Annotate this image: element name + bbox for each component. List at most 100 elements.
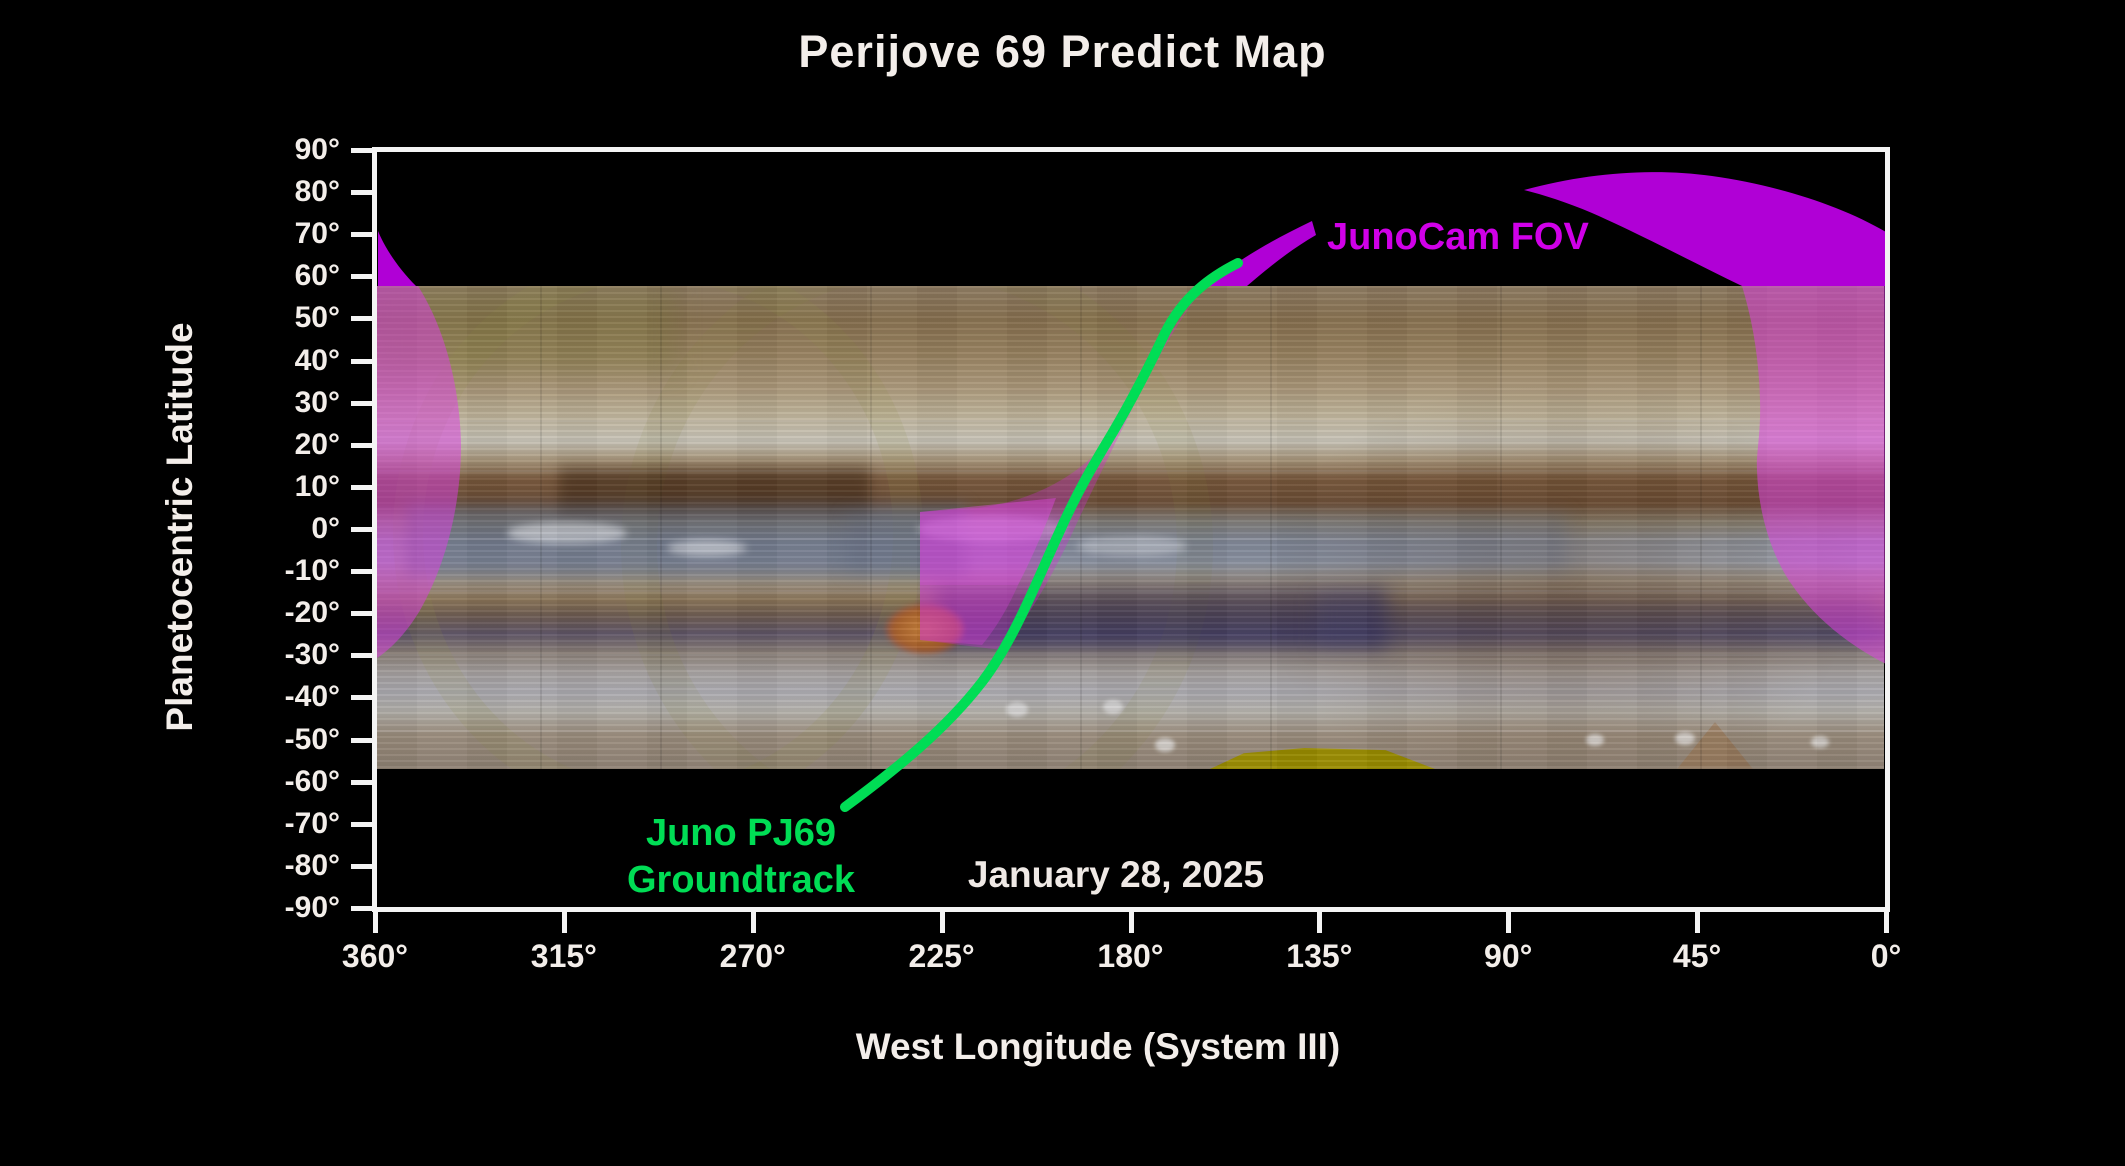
- x-tick: [1695, 908, 1701, 933]
- mosaic-seam: [1500, 286, 1502, 769]
- mosaic-seam: [377, 590, 1884, 592]
- white-oval: [1103, 700, 1123, 714]
- old-footprint-ring: [621, 286, 1213, 769]
- map-tan-patch: [1677, 722, 1753, 769]
- fov-west-sky: [378, 231, 416, 286]
- y-tick: [351, 274, 375, 280]
- y-tick: [351, 442, 375, 448]
- y-tick: [351, 569, 375, 575]
- y-tick-label: -50°: [284, 722, 340, 756]
- x-tick-label: 135°: [1286, 938, 1353, 974]
- x-tick-label: 90°: [1484, 938, 1533, 974]
- white-oval: [1586, 734, 1604, 746]
- x-tick: [561, 908, 567, 933]
- y-tick-label: -80°: [284, 848, 340, 882]
- y-tick-label: 80°: [294, 175, 340, 209]
- cloud-swirl: [667, 540, 747, 556]
- y-tick-label: -20°: [284, 596, 340, 630]
- y-tick: [351, 316, 375, 322]
- cloud-swirl: [507, 522, 627, 544]
- y-tick: [351, 400, 375, 406]
- y-tick: [351, 821, 375, 827]
- mosaic-seam: [870, 286, 872, 769]
- mosaic-seam: [540, 286, 542, 769]
- y-tick-label: 90°: [294, 133, 340, 166]
- y-tick-label: -10°: [284, 554, 340, 588]
- y-tick-label: 40°: [294, 343, 340, 377]
- x-tick: [1317, 908, 1323, 933]
- x-tick: [373, 908, 378, 933]
- south-equatorial-belt: [937, 586, 1387, 650]
- mosaic-seam: [1270, 286, 1272, 769]
- jupiter-map: [377, 286, 1884, 769]
- y-tick-label: -70°: [284, 806, 340, 840]
- y-tick-label: 20°: [294, 427, 340, 461]
- north-equatorial-belt: [560, 468, 870, 514]
- fov-track-crescent: [1205, 221, 1316, 286]
- cloud-swirl: [917, 516, 1067, 542]
- mosaic-seam: [1700, 286, 1702, 769]
- mosaic-seam: [660, 286, 662, 769]
- great-red-spot: [886, 604, 964, 654]
- mosaic-seam: [377, 420, 1884, 422]
- x-tick-label: 315°: [530, 938, 597, 974]
- equatorial-band: [847, 514, 1567, 572]
- y-tick: [351, 527, 375, 532]
- equatorial-band: [407, 504, 967, 576]
- cloud-swirl: [1077, 536, 1187, 556]
- x-tick-label: 360°: [341, 938, 409, 974]
- groundtrack-label: Juno PJ69 Groundtrack: [560, 810, 922, 904]
- white-oval: [1675, 732, 1695, 745]
- y-tick: [351, 190, 375, 196]
- x-tick: [750, 908, 756, 933]
- groundtrack-label-line1: Juno PJ69: [645, 812, 837, 854]
- mosaic-seam: [377, 654, 1884, 656]
- y-tick-label: 30°: [294, 385, 340, 419]
- x-tick: [1884, 908, 1889, 933]
- map-dark-region: [1257, 376, 1857, 769]
- white-oval: [1811, 736, 1829, 748]
- y-tick: [351, 148, 375, 153]
- mosaic-seam: [377, 730, 1884, 732]
- y-tick-label: 10°: [294, 469, 340, 503]
- white-oval: [1006, 702, 1028, 717]
- map-olive-tint: [377, 286, 677, 372]
- y-tick-label: 60°: [294, 259, 340, 293]
- y-tick: [351, 484, 375, 490]
- y-tick-label: 70°: [294, 217, 340, 251]
- x-tick: [1128, 908, 1134, 933]
- y-tick-label: -60°: [284, 764, 340, 798]
- x-tick: [939, 908, 945, 933]
- y-tick-label: 0°: [311, 512, 340, 545]
- y-tick: [351, 653, 375, 659]
- mosaic-seam: [1080, 286, 1082, 769]
- x-tick-label: 180°: [1097, 938, 1164, 974]
- y-tick: [351, 358, 375, 364]
- groundtrack-label-line2: Groundtrack: [626, 859, 856, 901]
- y-tick-label: -40°: [284, 680, 340, 714]
- x-tick: [1506, 908, 1512, 933]
- y-tick: [351, 863, 375, 869]
- x-tick-label: 270°: [719, 938, 786, 974]
- y-tick: [351, 779, 375, 785]
- map-yellow-patch: [1210, 748, 1435, 769]
- mosaic-seam: [377, 470, 1884, 472]
- x-tick-label: 225°: [908, 938, 975, 974]
- x-tick-label: 45°: [1672, 938, 1722, 974]
- page-title: Perijove 69 Predict Map: [798, 26, 1327, 77]
- x-axis-title: West Longitude (System III): [855, 1026, 1341, 1067]
- y-tick: [351, 737, 375, 743]
- old-footprint-ring: [393, 286, 923, 769]
- mosaic-seam: [377, 538, 1884, 540]
- y-tick: [351, 906, 375, 911]
- date-label: January 28, 2025: [967, 854, 1265, 895]
- y-tick-label: -30°: [284, 638, 340, 672]
- y-tick-label: -90°: [284, 891, 340, 924]
- y-tick: [351, 232, 375, 238]
- x-tick-label: 0°: [1870, 938, 1902, 974]
- y-tick-label: 50°: [294, 301, 340, 335]
- junocam-fov-label: JunoCam FOV: [1327, 216, 1589, 258]
- white-oval: [1155, 738, 1175, 752]
- y-tick: [351, 611, 375, 617]
